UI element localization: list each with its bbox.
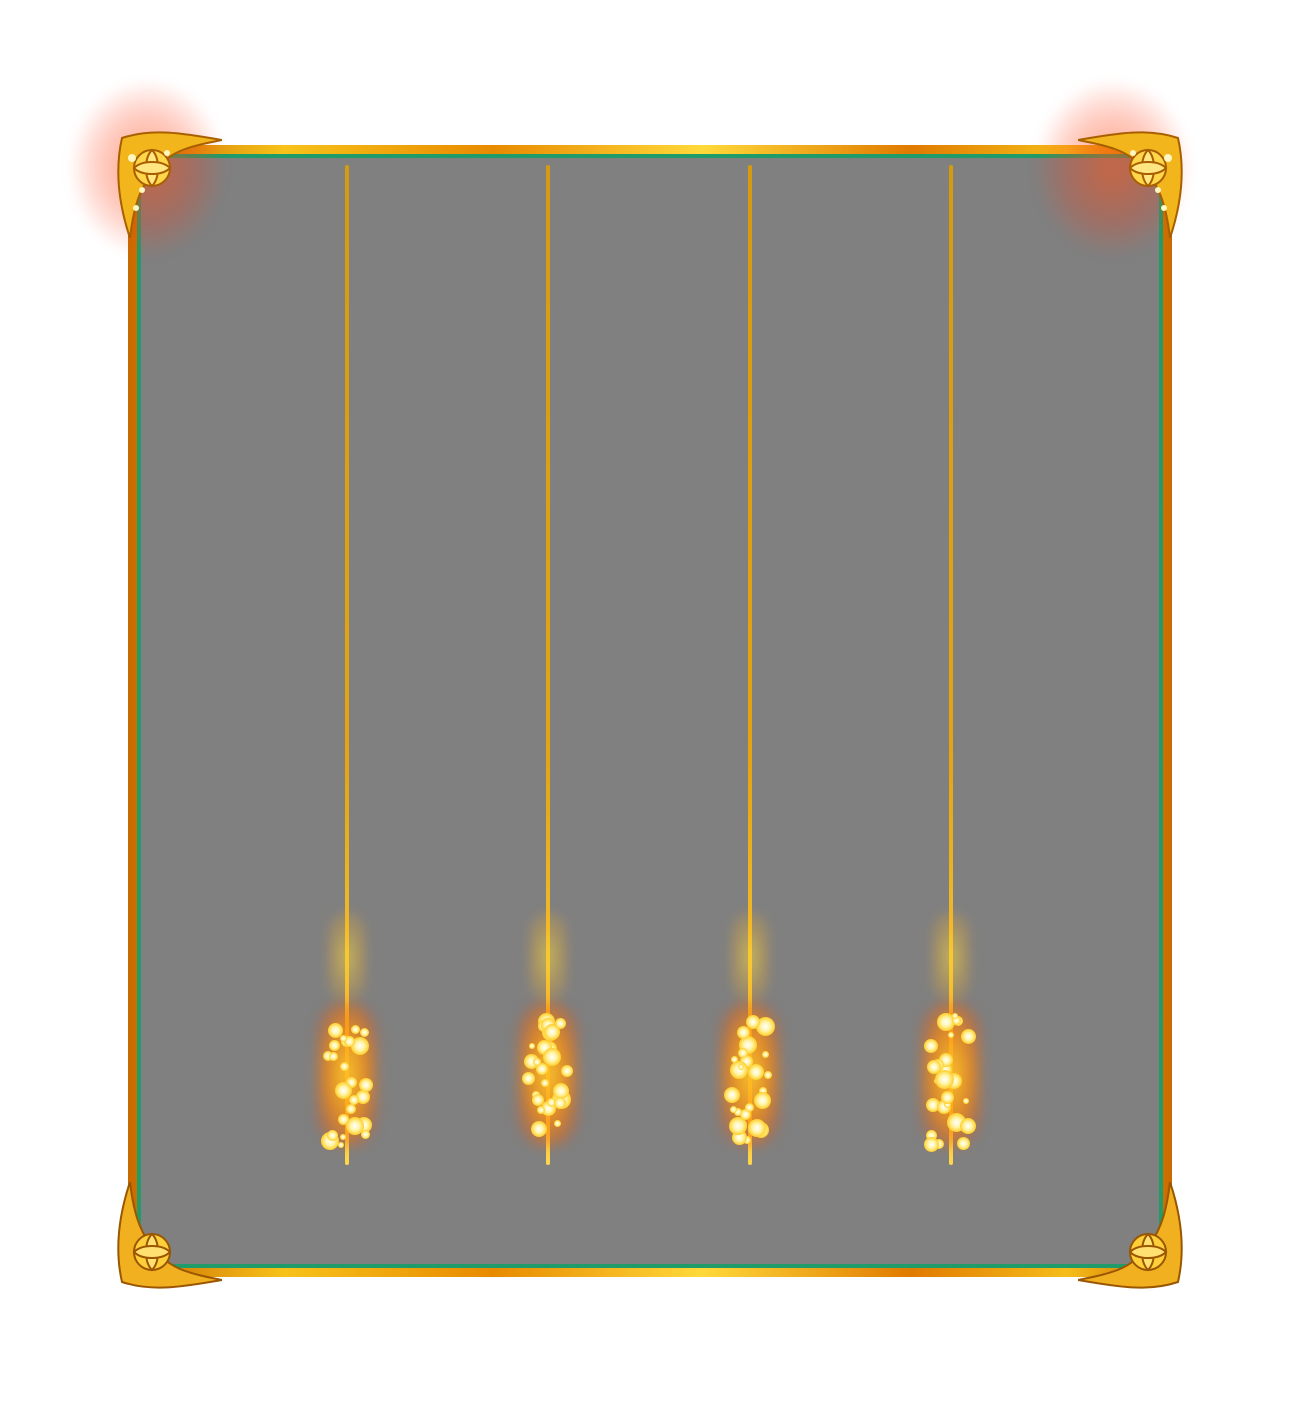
sparkle-particle bbox=[351, 1036, 370, 1055]
reel-divider-3 bbox=[748, 165, 752, 1165]
reel-divider-1 bbox=[345, 165, 349, 1165]
corner-ornament-top-left bbox=[112, 128, 222, 238]
reel-divider-4 bbox=[949, 165, 953, 1165]
sparkle-particle bbox=[729, 1106, 737, 1114]
sparkle-particle bbox=[349, 1094, 360, 1105]
sparkle-particle bbox=[732, 1117, 747, 1132]
sparkle-particle bbox=[328, 1039, 340, 1051]
sparkle-particle bbox=[532, 1057, 541, 1066]
gold-flower-corner-icon bbox=[1078, 131, 1183, 238]
sparkle-particle bbox=[359, 1027, 369, 1037]
sparkle-particle bbox=[532, 1093, 545, 1106]
sparkle-particle bbox=[756, 1017, 775, 1037]
sparkle-particle bbox=[926, 1097, 941, 1112]
sparkle-particle bbox=[957, 1137, 971, 1151]
sparkle-particle bbox=[560, 1064, 573, 1077]
sparkle-particle bbox=[338, 1141, 345, 1148]
sparkle-particle bbox=[951, 1116, 967, 1132]
sparkle-particle bbox=[738, 1047, 749, 1058]
sparkle-particle bbox=[933, 1138, 944, 1149]
sparkle-particle bbox=[327, 1129, 339, 1141]
corner-ornament-bottom-left bbox=[112, 1182, 222, 1292]
reel-area bbox=[145, 162, 1155, 1260]
sparkle-particle bbox=[522, 1072, 536, 1086]
sparkle-particle bbox=[328, 1022, 344, 1038]
sparkle-particle bbox=[959, 1118, 976, 1135]
corner-ornament-top-right bbox=[1078, 128, 1188, 238]
sparkle-particle bbox=[523, 1053, 539, 1069]
sparkle-particle bbox=[555, 1017, 567, 1029]
sparkle-particle bbox=[530, 1121, 547, 1138]
reel-divider-2 bbox=[546, 165, 550, 1165]
sparkle-particle bbox=[731, 1130, 747, 1146]
sparkle-particle bbox=[537, 1105, 546, 1114]
sparkle-particle bbox=[356, 1089, 371, 1104]
sparkle-particle bbox=[952, 1016, 963, 1027]
sparkle-particle bbox=[753, 1092, 771, 1110]
sparkle-particle bbox=[931, 1058, 944, 1071]
sparkle-particle bbox=[763, 1071, 772, 1080]
sparkle-particle bbox=[531, 1091, 540, 1100]
gold-flower-corner-icon bbox=[117, 131, 222, 238]
sparkle-particle bbox=[729, 1061, 748, 1080]
sparkle-particle bbox=[926, 1129, 938, 1141]
sparkle-particle bbox=[729, 1117, 748, 1136]
gold-flower-corner-icon bbox=[117, 1182, 222, 1289]
sparkle-particle bbox=[923, 1136, 939, 1152]
sparkle-particle bbox=[752, 1122, 769, 1139]
sparkle-particle bbox=[762, 1051, 770, 1059]
sparkle-particle bbox=[351, 1025, 361, 1035]
gold-flower-corner-icon bbox=[1078, 1182, 1183, 1289]
corner-ornament-bottom-right bbox=[1078, 1182, 1188, 1292]
sparkle-particle bbox=[553, 1120, 561, 1128]
sparkle-particle bbox=[554, 1097, 567, 1110]
sparkle-particle bbox=[355, 1117, 372, 1134]
sparkle-particle bbox=[731, 1056, 739, 1064]
sparkle-particle bbox=[552, 1083, 569, 1100]
sparkle-particle bbox=[927, 1059, 942, 1074]
sparkle-particle bbox=[358, 1077, 373, 1092]
sparkle-particle bbox=[737, 1063, 744, 1070]
sparkle-particle bbox=[951, 1015, 961, 1025]
sparkle-particle bbox=[960, 1028, 976, 1044]
sparkle-particle bbox=[329, 1051, 339, 1061]
sparkle-particle bbox=[320, 1131, 339, 1150]
sparkle-particle bbox=[757, 1096, 766, 1105]
sparkle-particle bbox=[924, 1039, 939, 1054]
sparkle-particle bbox=[733, 1107, 742, 1116]
sparkle-particle bbox=[952, 1012, 959, 1019]
sparkle-particle bbox=[758, 1087, 767, 1096]
sparkle-particle bbox=[360, 1129, 370, 1139]
sparkle-particle bbox=[335, 1081, 353, 1099]
sparkle-particle bbox=[552, 1090, 572, 1110]
sparkle-particle bbox=[529, 1043, 536, 1050]
sparkle-particle bbox=[542, 1024, 560, 1042]
sparkle-particle bbox=[963, 1097, 970, 1104]
sparkle-particle bbox=[323, 1051, 334, 1061]
sparkle-particle bbox=[724, 1086, 741, 1103]
sparkle-particle bbox=[933, 1078, 940, 1085]
